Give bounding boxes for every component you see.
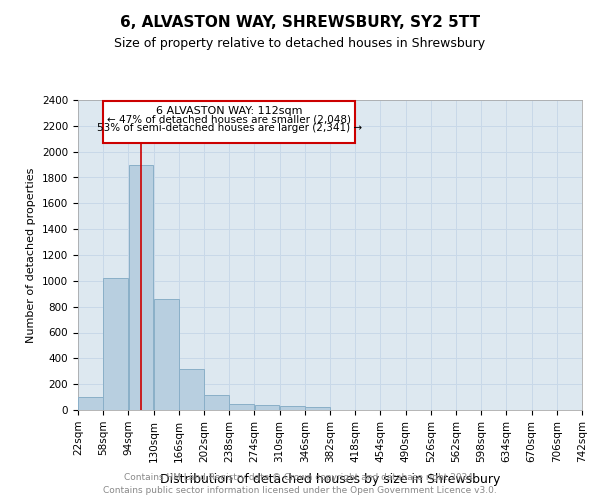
Bar	[254, 405, 280, 410]
Bar	[280, 406, 305, 410]
Text: Contains HM Land Registry data © Crown copyright and database right 2024.
Contai: Contains HM Land Registry data © Crown c…	[103, 474, 497, 495]
Bar	[229, 404, 254, 410]
Text: 53% of semi-detached houses are larger (2,341) →: 53% of semi-detached houses are larger (…	[97, 123, 362, 133]
Text: 6 ALVASTON WAY: 112sqm: 6 ALVASTON WAY: 112sqm	[156, 106, 302, 116]
Text: ← 47% of detached houses are smaller (2,048): ← 47% of detached houses are smaller (2,…	[107, 115, 351, 125]
Text: Size of property relative to detached houses in Shrewsbury: Size of property relative to detached ho…	[115, 38, 485, 51]
Bar	[305, 408, 330, 410]
X-axis label: Distribution of detached houses by size in Shrewsbury: Distribution of detached houses by size …	[160, 473, 500, 486]
Bar	[128, 164, 154, 410]
Bar	[78, 397, 103, 410]
Y-axis label: Number of detached properties: Number of detached properties	[26, 168, 37, 342]
Bar	[179, 368, 204, 410]
Bar	[103, 100, 355, 142]
Bar	[154, 299, 179, 410]
Bar	[103, 278, 128, 410]
Bar	[204, 394, 229, 410]
Text: 6, ALVASTON WAY, SHREWSBURY, SY2 5TT: 6, ALVASTON WAY, SHREWSBURY, SY2 5TT	[120, 15, 480, 30]
